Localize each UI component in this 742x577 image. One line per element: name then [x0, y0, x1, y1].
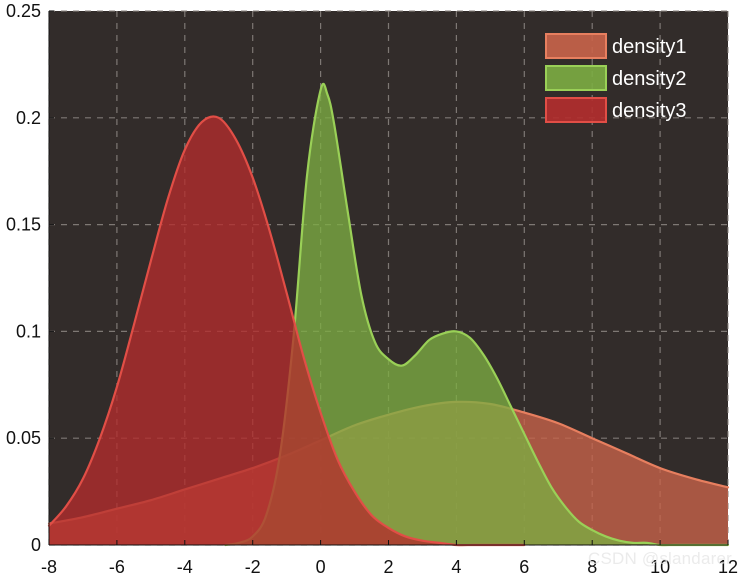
y-tick-label: 0.2: [16, 108, 41, 128]
watermark: CSDN @slandarer: [587, 549, 732, 568]
x-tick-label: 0: [316, 557, 326, 577]
y-tick-label: 0: [31, 535, 41, 555]
density3-area: [49, 116, 525, 546]
x-tick-label: -2: [245, 557, 261, 577]
density3-legend-label: density3: [612, 100, 687, 122]
legend: density1 density2 density3: [545, 33, 687, 123]
y-tick-label: 0.1: [16, 321, 41, 341]
density3-line: [47, 115, 526, 547]
density3-legend-swatch: [545, 97, 607, 123]
x-tick-label: 4: [451, 557, 461, 577]
density2-legend-swatch: [545, 65, 607, 91]
density2-legend-label: density2: [612, 68, 687, 90]
x-tick-label: 12: [718, 557, 738, 577]
density1-legend-swatch: [545, 33, 607, 59]
x-tick-label: 2: [383, 557, 393, 577]
density1-legend-label: density1: [612, 36, 687, 58]
series-layer: [47, 82, 730, 547]
axis-layer: -8 -6 -4 -2 0 2 4 6 8 10 12 0 0.05 0.1 0.15 0.2 0.25: [6, 1, 738, 577]
y-tick-label: 0.15: [6, 215, 41, 235]
x-tick-label: 8: [587, 557, 597, 577]
x-tick-label: -4: [177, 557, 193, 577]
y-tick-label: 0.05: [6, 428, 41, 448]
x-tick-label: -8: [41, 557, 57, 577]
x-tick-label: 6: [519, 557, 529, 577]
y-tick-label: 0.25: [6, 1, 41, 21]
x-tick-label: 10: [650, 557, 670, 577]
x-tick-label: -6: [109, 557, 125, 577]
density2-line: [224, 82, 730, 547]
density2-area: [225, 83, 729, 546]
